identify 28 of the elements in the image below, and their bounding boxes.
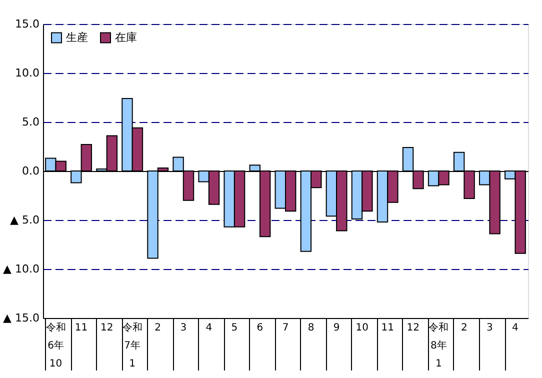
x-tick-label: 3 xyxy=(180,322,187,334)
x-tick-label: 6 xyxy=(256,322,264,334)
x-tick-label: 10 xyxy=(356,322,368,334)
x-tick-label: 3 xyxy=(486,322,493,334)
y-tick-label: ▲ 15.0 xyxy=(3,312,40,324)
legend-label: 在庫 xyxy=(115,30,137,44)
x-tick-label: 11 xyxy=(381,322,394,334)
y-tick-label: 0.0 xyxy=(22,164,40,178)
y-tick-label: 5.0 xyxy=(22,116,40,128)
y-tick-label: ▲ 5.0 xyxy=(10,214,40,226)
x-tick-label: 令和 8年 1 xyxy=(428,322,449,370)
x-tick-label: 11 xyxy=(74,322,88,334)
x-tick-label: 4 xyxy=(512,322,518,334)
y-tick-label: 10.0 xyxy=(15,66,40,80)
x-tick-label: 12 xyxy=(406,322,420,334)
y-tick-label: 15.0 xyxy=(15,18,40,30)
x-tick-label: 8 xyxy=(308,322,314,334)
x-tick-label: 2 xyxy=(460,322,468,334)
x-tick-label: 4 xyxy=(206,322,212,334)
x-tick-label: 2 xyxy=(154,322,162,334)
y-tick-label: ▲ 10.0 xyxy=(3,262,40,276)
x-tick-label: 12 xyxy=(100,322,114,334)
x-tick-label: 7 xyxy=(282,322,289,334)
legend-label: 生産 xyxy=(66,30,88,44)
x-tick-label: 令和 7年 1 xyxy=(122,322,142,370)
x-tick-label: 9 xyxy=(333,322,340,334)
x-tick-label: 令和 6年 10 xyxy=(46,322,66,370)
x-tick-label: 5 xyxy=(231,322,238,334)
